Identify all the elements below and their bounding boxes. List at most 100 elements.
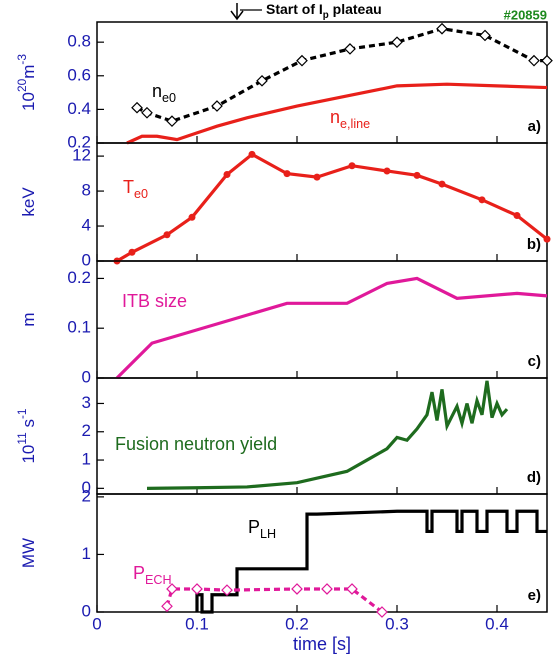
- marker: [248, 150, 256, 158]
- marker: [344, 43, 356, 55]
- subscript: ECH: [145, 573, 172, 587]
- series-label: ne,line: [330, 107, 370, 132]
- marker: [543, 235, 551, 243]
- marker: [479, 29, 491, 42]
- series-line: [115, 276, 548, 380]
- panel-frame: [96, 260, 548, 379]
- text-part: n: [152, 81, 162, 101]
- marker: [528, 54, 540, 67]
- x-axis-label: time [s]: [293, 634, 351, 654]
- supscript: 11: [15, 432, 29, 445]
- marker: [541, 54, 553, 67]
- text-part: m: [19, 65, 38, 79]
- shot-number: #20859: [504, 7, 547, 22]
- y-tick-label: 0: [82, 478, 91, 497]
- marker: [346, 583, 358, 595]
- marker: [291, 583, 303, 595]
- marker: [436, 22, 448, 35]
- series-label: PECH: [133, 563, 172, 588]
- series-line: [126, 82, 548, 145]
- text-part: P: [133, 563, 145, 583]
- text-part: P: [248, 517, 260, 537]
- subscript: LH: [260, 527, 276, 541]
- y-axis-label: keV: [19, 187, 38, 217]
- y-tick-label: 1: [82, 544, 91, 563]
- y-tick-label: 1: [82, 450, 91, 469]
- y-tick-label: 0: [82, 601, 91, 620]
- marker: [191, 583, 203, 595]
- y-tick-label: 0: [82, 250, 91, 269]
- supscript: -1: [15, 408, 29, 419]
- series-line: [195, 509, 547, 614]
- marker: [391, 36, 403, 49]
- text-part: Start of I: [266, 1, 323, 17]
- series-label: ne0: [152, 81, 176, 106]
- y-tick-label: 0.1: [67, 318, 91, 337]
- y-tick-label: 8: [82, 181, 91, 200]
- marker: [313, 173, 321, 181]
- text-part: keV: [19, 187, 38, 217]
- series-line: [136, 27, 547, 123]
- x-tick-label: 0.1: [185, 614, 209, 633]
- marker: [321, 583, 333, 595]
- x-tick-label: 0.3: [385, 614, 409, 633]
- text-part: ITB size: [122, 291, 187, 311]
- marker: [223, 170, 231, 178]
- panel-label: c): [528, 353, 541, 370]
- series-label: Fusion neutron yield: [115, 434, 277, 454]
- y-tick-label: 12: [72, 146, 91, 165]
- text-part: MW: [19, 538, 38, 568]
- panel-frame: [96, 493, 548, 613]
- y-tick-label: 0.6: [67, 65, 91, 84]
- text-part: T: [123, 177, 134, 197]
- y-axis-label: 1011 s-1: [15, 408, 38, 463]
- marker: [161, 600, 173, 613]
- marker: [383, 167, 391, 175]
- y-tick-label: 4: [82, 216, 91, 235]
- marker: [376, 606, 388, 618]
- text-part: 10: [19, 92, 38, 111]
- text-part: Fusion neutron yield: [115, 434, 277, 454]
- marker: [513, 212, 521, 220]
- x-tick-label: 0.2: [285, 614, 309, 633]
- y-tick-label: 0.2: [67, 132, 91, 151]
- text-part: s: [19, 419, 38, 432]
- x-tick-label: 0.4: [485, 614, 509, 633]
- subscript: p: [323, 10, 329, 21]
- annotation: Start of Ip plateau: [266, 1, 382, 21]
- text-part: 10: [19, 445, 38, 464]
- marker: [141, 106, 153, 119]
- marker: [296, 54, 308, 67]
- text-part: n: [330, 107, 340, 127]
- marker: [128, 248, 136, 256]
- panel-frame: [96, 21, 548, 144]
- series-line: [116, 152, 548, 263]
- text-part: plateau: [329, 1, 382, 17]
- y-tick-label: 2: [82, 486, 91, 505]
- panel-label: e): [528, 587, 541, 604]
- y-tick-label: 2: [82, 421, 91, 440]
- x-tick-label: 0: [92, 614, 101, 633]
- y-axis-label: MW: [19, 538, 38, 568]
- subscript: e0: [162, 91, 176, 105]
- series-label: ITB size: [122, 291, 187, 311]
- text-part: m: [19, 312, 38, 326]
- subscript: e,line: [340, 117, 370, 131]
- series-label: PLH: [248, 517, 276, 542]
- marker: [131, 101, 143, 114]
- y-tick-label: 0: [82, 367, 91, 386]
- marker: [211, 100, 223, 112]
- supscript: -3: [15, 54, 29, 65]
- panel-label: b): [527, 236, 541, 253]
- plateau-arrow-head: [230, 10, 244, 21]
- series-line: [146, 380, 509, 490]
- y-axis-label: m: [19, 312, 38, 326]
- marker: [478, 196, 486, 204]
- marker: [163, 231, 171, 239]
- supscript: 20: [15, 78, 29, 92]
- series-label: Te0: [123, 177, 148, 202]
- y-tick-label: 0.8: [67, 32, 91, 51]
- panel-label: a): [528, 118, 541, 135]
- y-tick-label: 3: [82, 393, 91, 412]
- marker: [438, 180, 446, 188]
